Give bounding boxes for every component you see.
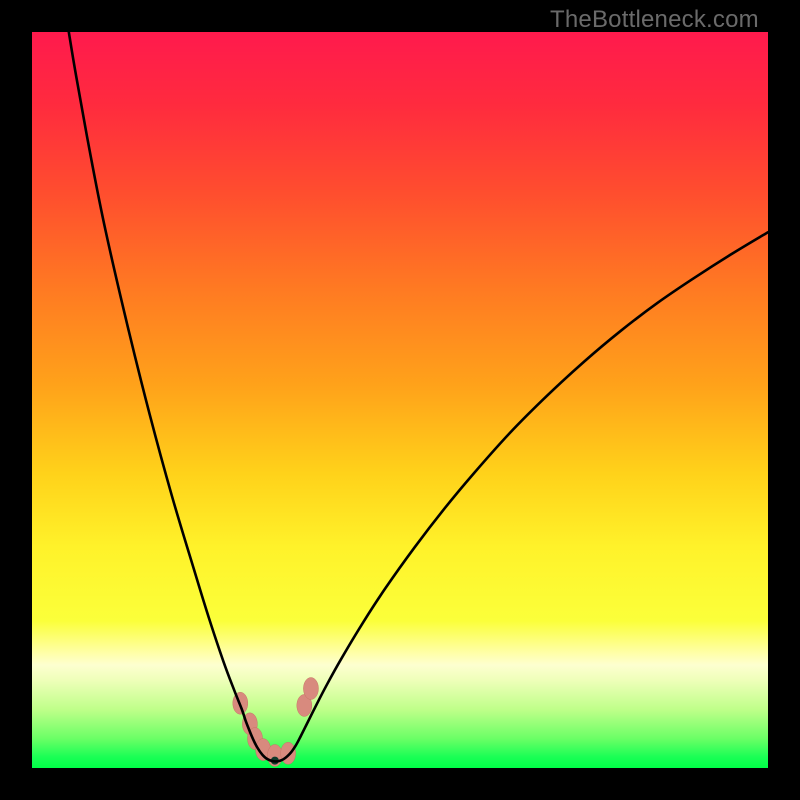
watermark-text: TheBottleneck.com [550,6,759,34]
bottleneck-curve [32,32,768,768]
plot-area [32,32,768,768]
